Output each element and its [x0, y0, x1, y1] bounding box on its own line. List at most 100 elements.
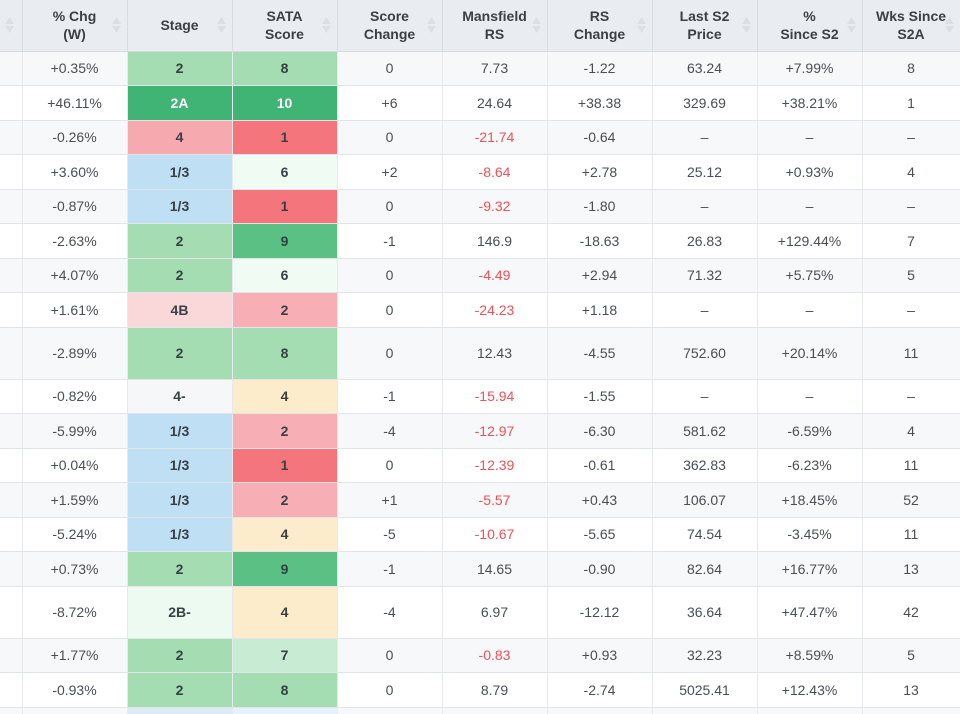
column-header-rs-change[interactable]: RS Change [547, 0, 653, 52]
sata-score-cell [232, 707, 338, 714]
column-header-stage[interactable]: Stage [127, 0, 233, 52]
sata-score-cell: 4 [232, 586, 338, 639]
pct-chg-cell: +4.07% [22, 258, 128, 293]
pct-since-s2-cell: – [757, 189, 863, 224]
stage-cell: 1/3 [127, 154, 233, 190]
table-row[interactable]: -5.24% 1/3 4 -5 -10.67 -5.65 74.54 -3.45% 11 [0, 517, 960, 552]
last-s2-price-cell: 106.07 [652, 482, 758, 518]
table-row[interactable]: +46.11% 2A 10 +6 24.64 +38.38 329.69 +38.21% 1 [0, 85, 960, 121]
row-spacer-cell [0, 51, 23, 86]
row-spacer-cell [0, 223, 23, 259]
last-s2-price-cell: – [652, 379, 758, 414]
mansfield-rs-cell: -15.94 [442, 379, 548, 414]
table-row[interactable]: +0.35% 2 8 0 7.73 -1.22 63.24 +7.99% 8 [0, 51, 960, 86]
pct-since-s2-cell: +20.14% [757, 327, 863, 380]
stage-cell: 1/3 [127, 413, 233, 449]
stage-cell: 2 [127, 638, 233, 673]
sata-score-cell: 9 [232, 223, 338, 259]
table-row[interactable]: -2.89% 2 8 0 12.43 -4.55 752.60 +20.14% 11 [0, 327, 960, 380]
pct-chg-cell: +3.60% [22, 154, 128, 190]
stage-cell: 1/3 [127, 189, 233, 224]
last-s2-price-cell: 71.32 [652, 258, 758, 293]
row-cell [337, 707, 443, 714]
column-header-label: RS Change [573, 8, 626, 43]
row-spacer-cell [0, 482, 23, 518]
sort-icon [321, 17, 331, 34]
table-row[interactable]: -5.99% 1/3 2 -4 -12.97 -6.30 581.62 -6.59% 4 [0, 413, 960, 449]
wks-since-s2a-cell: 13 [862, 672, 960, 708]
mansfield-rs-cell: -0.83 [442, 638, 548, 673]
table-row[interactable]: -0.26% 4 1 0 -21.74 -0.64– – – [0, 120, 960, 155]
pct-chg-cell: -0.93% [22, 672, 128, 708]
stage-cell: 2 [127, 258, 233, 293]
stage-cell: 1/3 [127, 448, 233, 483]
table-row[interactable]: -0.93% 2 8 0 8.79 -2.74 5025.41 +12.43% 13 [0, 672, 960, 708]
pct-since-s2-cell: +8.59% [757, 638, 863, 673]
sata-score-cell: 8 [232, 327, 338, 380]
mansfield-rs-cell: 146.9 [442, 223, 548, 259]
wks-since-s2a-cell: – [862, 189, 960, 224]
table-row[interactable] [0, 707, 960, 714]
wks-since-s2a-cell: – [862, 120, 960, 155]
column-header-pct-since-s2[interactable]: % Since S2 [757, 0, 863, 52]
sort-icon [741, 17, 751, 34]
pct-chg-cell: +1.77% [22, 638, 128, 673]
table-row[interactable]: -2.63% 2 9 -1 146.9 -18.63 26.83 +129.44% 7 [0, 223, 960, 259]
pct-chg-cell: -5.99% [22, 413, 128, 449]
mansfield-rs-cell: 14.65 [442, 551, 548, 587]
rs-change-cell: +2.78 [547, 154, 653, 190]
column-header-sata-score[interactable]: SATA Score [232, 0, 338, 52]
last-s2-price-cell: 82.64 [652, 551, 758, 587]
stage-cell: 2 [127, 327, 233, 380]
sata-score-cell: 2 [232, 413, 338, 449]
pct-chg-cell: -8.72% [22, 586, 128, 639]
mansfield-rs-cell: 7.73 [442, 51, 548, 86]
table-row[interactable]: +4.07% 2 6 0 -4.49 +2.94 71.32 +5.75% 5 [0, 258, 960, 293]
table-row[interactable]: -8.72% 2B- 4 -4 6.97 -12.12 36.64 +47.47% 42 [0, 586, 960, 639]
column-header-score-change[interactable]: Score Change [337, 0, 443, 52]
last-s2-price-cell: 25.12 [652, 154, 758, 190]
column-header-mansfield-rs[interactable]: Mansfield RS [442, 0, 548, 52]
stage-cell: 2B- [127, 586, 233, 639]
score-change-cell: -1 [337, 379, 443, 414]
column-header-wks-since-s2a[interactable]: Wks Since S2A [862, 0, 960, 52]
mansfield-rs-cell: -4.49 [442, 258, 548, 293]
sort-icon [846, 17, 856, 34]
stage-cell: 1/3 [127, 517, 233, 552]
score-change-cell: -5 [337, 517, 443, 552]
mansfield-rs-cell: -12.39 [442, 448, 548, 483]
rs-change-cell: -6.30 [547, 413, 653, 449]
rs-change-cell: -4.55 [547, 327, 653, 380]
rs-change-cell: -2.74 [547, 672, 653, 708]
spacer-column-header[interactable] [0, 0, 23, 52]
column-header-last-s2-price[interactable]: Last S2 Price [652, 0, 758, 52]
stage-cell: 2A [127, 85, 233, 121]
sata-score-cell: 1 [232, 120, 338, 155]
stage-cell [127, 707, 233, 714]
table-row[interactable]: +3.60% 1/3 6 +2 -8.64 +2.78 25.12 +0.93% 4 [0, 154, 960, 190]
column-header-pct-chg-w[interactable]: % Chg (W) [22, 0, 128, 52]
table-row[interactable]: -0.82% 4- 4 -1 -15.94 -1.55– – – [0, 379, 960, 414]
table-row[interactable]: +1.59% 1/3 2 +1 -5.57 +0.43 106.07 +18.45% 52 [0, 482, 960, 518]
table-row[interactable]: +1.77% 2 7 0 -0.83 +0.93 32.23 +8.59% 5 [0, 638, 960, 673]
table-row[interactable]: +1.61% 4B 2 0 -24.23 +1.18– – – [0, 292, 960, 328]
row-spacer-cell [0, 292, 23, 328]
last-s2-price-cell: 32.23 [652, 638, 758, 673]
pct-since-s2-cell: – [757, 292, 863, 328]
table-row[interactable]: +0.04% 1/3 1 0 -12.39 -0.61 362.83 -6.23% 11 [0, 448, 960, 483]
row-cell [757, 707, 863, 714]
row-spacer-cell [0, 586, 23, 639]
table-row[interactable]: +0.73% 2 9 -1 14.65 -0.90 82.64 +16.77% 13 [0, 551, 960, 587]
pct-chg-cell: -0.26% [22, 120, 128, 155]
row-cell [442, 707, 548, 714]
column-header-label: Last S2 Price [679, 8, 730, 43]
mansfield-rs-cell: -8.64 [442, 154, 548, 190]
wks-since-s2a-cell: 7 [862, 223, 960, 259]
column-header-label: SATA Score [265, 8, 304, 43]
pct-since-s2-cell: +12.43% [757, 672, 863, 708]
last-s2-price-cell: – [652, 292, 758, 328]
stage-cell: 4- [127, 379, 233, 414]
score-change-cell: -1 [337, 551, 443, 587]
table-row[interactable]: -0.87% 1/3 1 0 -9.32 -1.80– – – [0, 189, 960, 224]
rs-change-cell: -1.55 [547, 379, 653, 414]
